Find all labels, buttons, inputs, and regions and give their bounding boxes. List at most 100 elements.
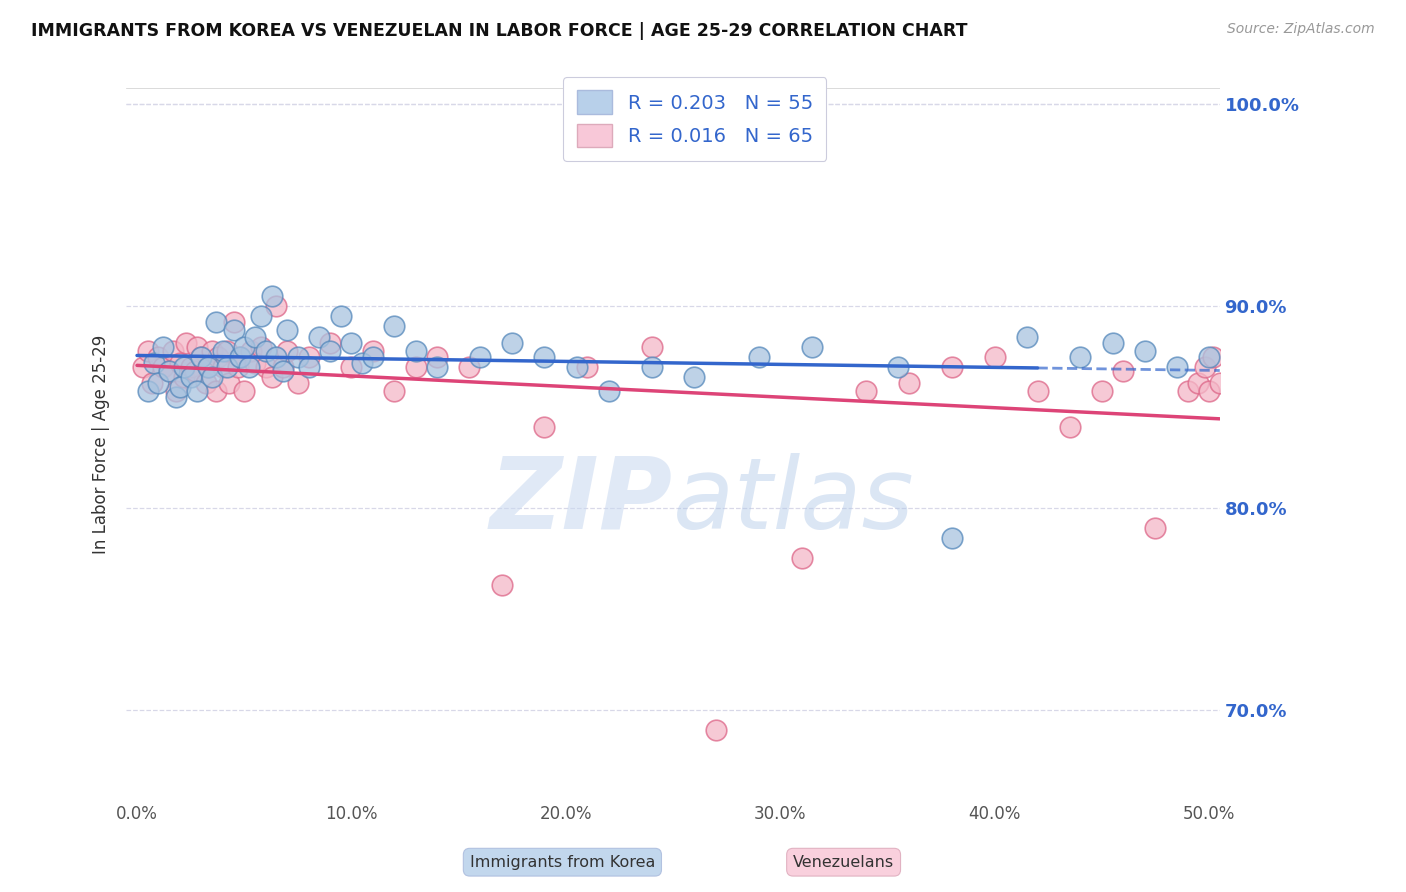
- Point: [598, 384, 620, 398]
- Point: [173, 359, 195, 374]
- Point: [276, 343, 298, 358]
- Point: [201, 343, 224, 358]
- Point: [1202, 350, 1225, 364]
- Point: [308, 329, 330, 343]
- Point: [222, 315, 245, 329]
- Point: [1194, 359, 1216, 374]
- Text: IMMIGRANTS FROM KOREA VS VENEZUELAN IN LABOR FORCE | AGE 25-29 CORRELATION CHART: IMMIGRANTS FROM KOREA VS VENEZUELAN IN L…: [31, 22, 967, 40]
- Point: [361, 350, 384, 364]
- Point: [405, 359, 427, 374]
- Point: [250, 340, 273, 354]
- Point: [458, 359, 481, 374]
- Point: [190, 350, 212, 364]
- Point: [1133, 343, 1156, 358]
- Point: [169, 356, 191, 370]
- Point: [173, 370, 195, 384]
- Point: [941, 359, 963, 374]
- Legend: R = 0.203   N = 55, R = 0.016   N = 65: R = 0.203 N = 55, R = 0.016 N = 65: [564, 77, 827, 161]
- Point: [157, 364, 180, 378]
- Point: [271, 359, 294, 374]
- Point: [468, 350, 491, 364]
- Point: [184, 364, 207, 378]
- Point: [141, 376, 163, 390]
- Point: [205, 384, 228, 398]
- Point: [271, 364, 294, 378]
- Point: [233, 384, 256, 398]
- Point: [941, 531, 963, 545]
- Point: [229, 350, 252, 364]
- Point: [152, 340, 174, 354]
- Point: [340, 359, 363, 374]
- Point: [801, 340, 824, 354]
- Point: [319, 343, 342, 358]
- Point: [217, 359, 239, 374]
- Point: [352, 356, 374, 370]
- Point: [983, 350, 1005, 364]
- Point: [533, 420, 555, 434]
- Point: [640, 340, 662, 354]
- Point: [148, 350, 170, 364]
- Point: [1069, 350, 1091, 364]
- Point: [576, 359, 599, 374]
- Point: [243, 329, 266, 343]
- Point: [1177, 384, 1199, 398]
- Point: [1166, 359, 1188, 374]
- Point: [329, 310, 352, 324]
- Point: [211, 359, 233, 374]
- Point: [1198, 384, 1220, 398]
- Point: [136, 384, 159, 398]
- Point: [194, 376, 217, 390]
- Point: [1059, 420, 1081, 434]
- Point: [243, 356, 266, 370]
- Point: [887, 359, 910, 374]
- Point: [262, 370, 284, 384]
- Point: [162, 343, 184, 358]
- Point: [287, 376, 309, 390]
- Point: [250, 310, 273, 324]
- Text: Source: ZipAtlas.com: Source: ZipAtlas.com: [1227, 22, 1375, 37]
- Y-axis label: In Labor Force | Age 25-29: In Labor Force | Age 25-29: [93, 334, 110, 554]
- Point: [136, 343, 159, 358]
- Point: [157, 364, 180, 378]
- Point: [152, 359, 174, 374]
- Point: [426, 359, 449, 374]
- Point: [276, 323, 298, 337]
- Point: [897, 376, 920, 390]
- Point: [340, 335, 363, 350]
- Point: [704, 723, 727, 737]
- Point: [148, 376, 170, 390]
- Text: ZIP: ZIP: [491, 453, 673, 550]
- Point: [262, 289, 284, 303]
- Point: [211, 343, 233, 358]
- Point: [533, 350, 555, 364]
- Point: [186, 384, 208, 398]
- Point: [1144, 521, 1167, 535]
- Point: [254, 359, 277, 374]
- Point: [382, 319, 405, 334]
- Point: [165, 390, 187, 404]
- Point: [790, 551, 813, 566]
- Point: [501, 335, 523, 350]
- Point: [217, 343, 239, 358]
- Text: Venezuelans: Venezuelans: [793, 855, 894, 870]
- Point: [180, 370, 202, 384]
- Point: [491, 578, 513, 592]
- Point: [180, 359, 202, 374]
- Point: [1091, 384, 1114, 398]
- Point: [1209, 376, 1232, 390]
- Point: [287, 350, 309, 364]
- Point: [1187, 376, 1209, 390]
- Point: [640, 359, 662, 374]
- Point: [565, 359, 588, 374]
- Point: [226, 359, 249, 374]
- Point: [197, 359, 219, 374]
- Point: [426, 350, 449, 364]
- Point: [197, 359, 219, 374]
- Point: [361, 343, 384, 358]
- Point: [205, 315, 228, 329]
- Point: [266, 350, 288, 364]
- Point: [266, 299, 288, 313]
- Point: [176, 335, 198, 350]
- Point: [405, 343, 427, 358]
- Point: [1112, 364, 1135, 378]
